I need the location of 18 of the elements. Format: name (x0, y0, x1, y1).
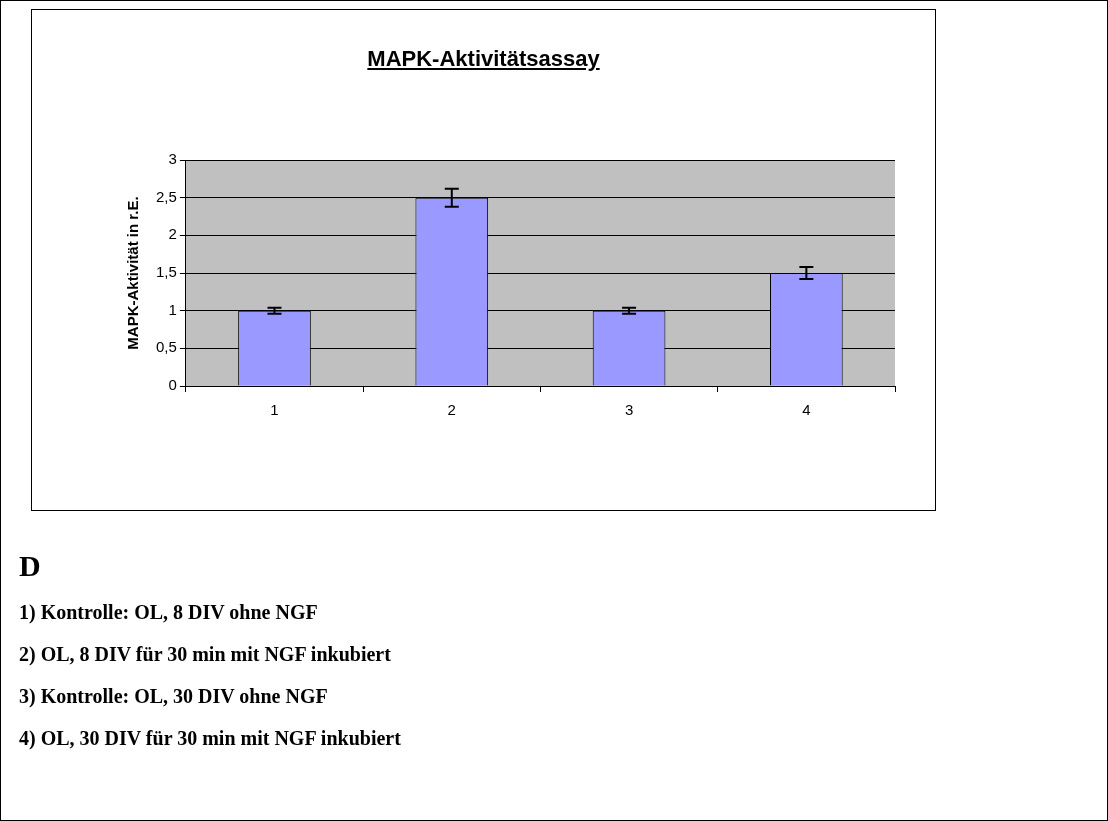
y-axis-title: MAPK-Aktivität in r.E. (124, 196, 142, 350)
y-tick-label: 2 (168, 225, 177, 243)
y-tick-label: 2,5 (155, 187, 177, 205)
y-tick-label: 0,5 (155, 338, 177, 356)
x-tick-label: 2 (447, 401, 456, 419)
y-tick-label: 1 (168, 300, 177, 318)
text: 1) Kontrolle: OL, 8 DIV ohne NGF (19, 601, 319, 624)
text: 4) OL, 30 DIV für 30 min mit NGF inkubiert (19, 727, 401, 750)
x-tick-label: 4 (802, 401, 811, 419)
chart-title: MAPK-Aktivitätsassay (366, 46, 601, 72)
text: 3) Kontrolle: OL, 30 DIV ohne NGF (19, 685, 329, 708)
text: 2) OL, 8 DIV für 30 min mit NGF inkubiert (19, 643, 392, 666)
x-tick-label: 3 (624, 401, 634, 419)
x-tick-label: 1 (270, 401, 279, 419)
text: D (19, 549, 42, 583)
y-tick-label: 1,5 (155, 263, 177, 281)
y-tick-label: 3 (168, 150, 177, 168)
y-tick-label: 0 (168, 376, 177, 394)
